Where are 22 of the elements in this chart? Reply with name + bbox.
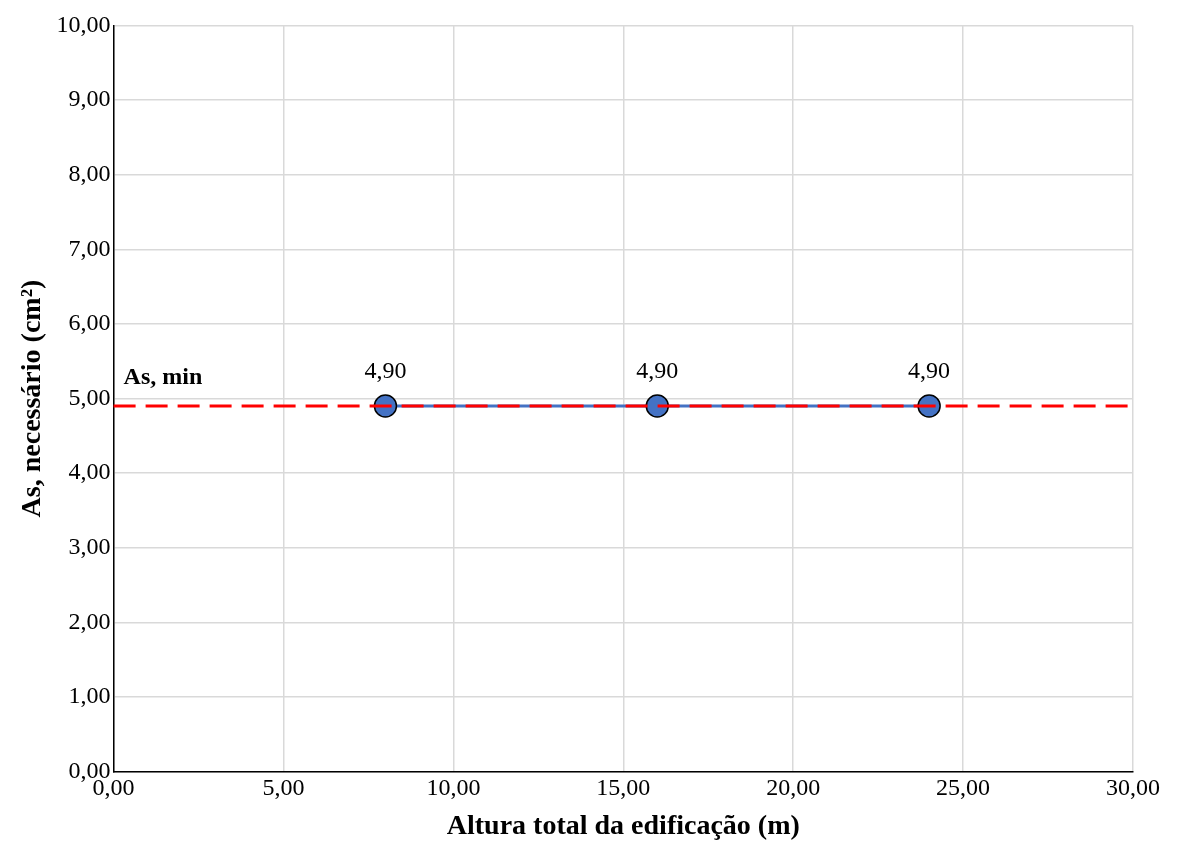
y-tick-label: 6,00 (68, 309, 111, 336)
ref-line-label: As, min (123, 363, 203, 390)
y-axis-title: As, necessário (cm²) (15, 279, 47, 518)
y-tick-label: 9,00 (68, 85, 111, 112)
y-tick-label: 4,00 (68, 458, 111, 485)
x-tick-label: 30,00 (1106, 774, 1160, 801)
x-tick-label: 15,00 (596, 774, 651, 801)
x-tick-label: 20,00 (766, 774, 821, 801)
y-tick-label: 3,00 (68, 533, 111, 560)
data-label: 4,90 (908, 357, 951, 384)
y-tick-label: 8,00 (68, 159, 111, 186)
y-tick-label: 1,00 (68, 682, 111, 709)
data-label: 4,90 (636, 357, 679, 384)
x-tick-label: 10,00 (426, 774, 481, 801)
y-tick-label: 7,00 (68, 234, 111, 261)
y-tick-label: 2,00 (68, 607, 111, 634)
y-tick-label: 10,00 (56, 10, 111, 37)
x-tick-label: 25,00 (936, 774, 991, 801)
x-axis-title: Altura total da edificação (m) (446, 809, 800, 841)
x-tick-label: 5,00 (262, 774, 305, 801)
y-tick-label: 5,00 (68, 383, 111, 410)
data-label: 4,90 (364, 357, 407, 384)
